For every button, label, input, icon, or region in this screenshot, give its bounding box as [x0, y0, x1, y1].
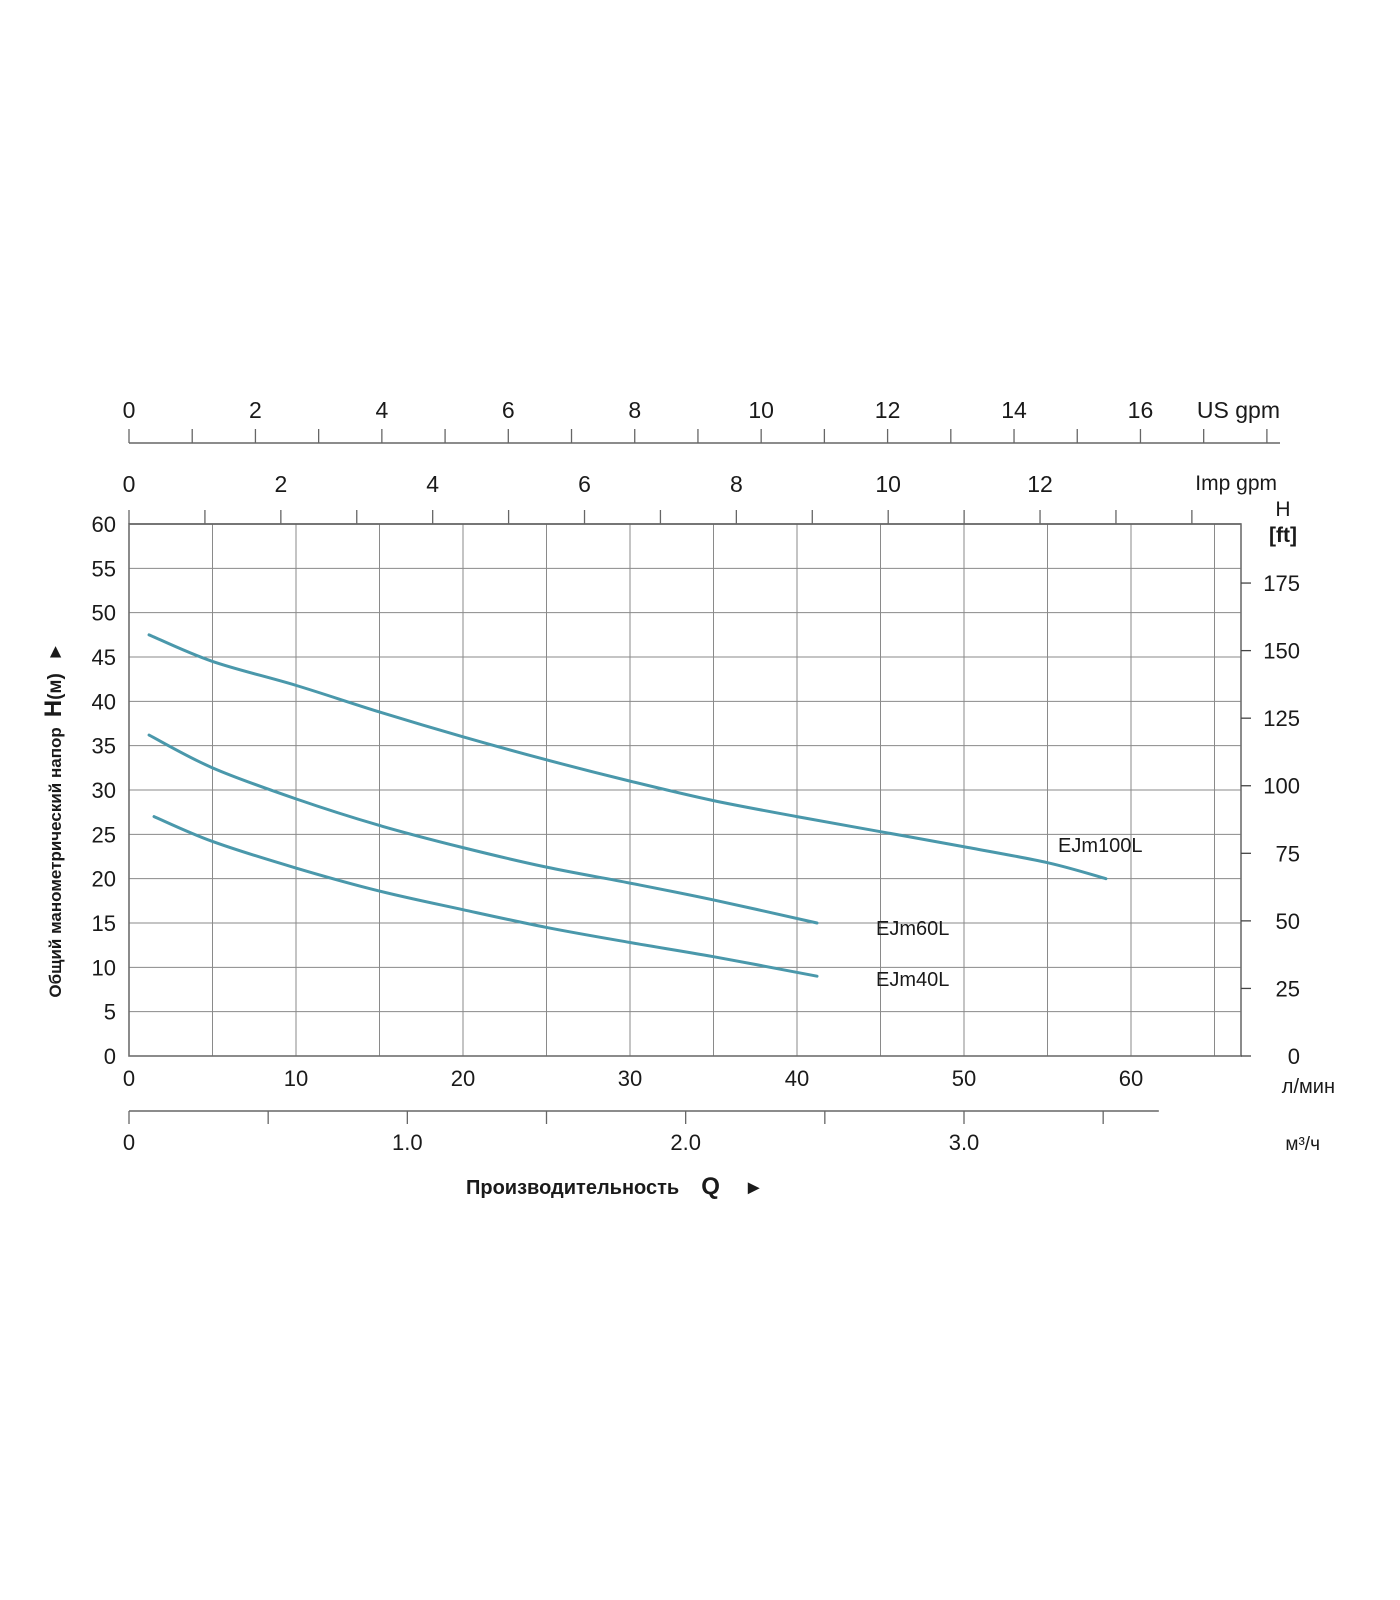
series-label-ejm60l: EJm60L [876, 918, 949, 940]
imp-gpm-tick-label: 6 [578, 471, 591, 497]
grid [128, 523, 1242, 1057]
y2-axis-unit: [ft] [1269, 524, 1297, 547]
imp-gpm-tick-label: 10 [875, 471, 901, 497]
x-tick-label: 0 [123, 1066, 135, 1091]
x-axis-title-arrow: ► [744, 1177, 764, 1199]
x-axis-unit: л/мин [1282, 1076, 1335, 1098]
imp-gpm-tick-label: 12 [1027, 471, 1053, 497]
y2-tick-label: 0 [1288, 1044, 1300, 1069]
x-axis-title: Производительность Q ► [466, 1173, 764, 1200]
us-gpm-tick-label: 4 [375, 397, 388, 423]
imp-gpm-tick-label: 0 [123, 471, 136, 497]
us-gpm-tick-label: 16 [1128, 397, 1154, 423]
y-tick-label: 55 [92, 556, 116, 581]
x-tick-label: 20 [451, 1066, 475, 1091]
us-gpm-tick-label: 12 [875, 397, 901, 423]
x-tick-label: 60 [1119, 1066, 1143, 1091]
y-tick-label: 20 [92, 867, 116, 892]
x-tick-label: 10 [284, 1066, 308, 1091]
y-axis-title-symbol: H [40, 700, 67, 717]
m3h-tick-label: 0 [123, 1130, 135, 1155]
imp-gpm-tick-label: 4 [426, 471, 439, 497]
y-tick-label: 5 [104, 1000, 116, 1025]
y-tick-label: 15 [92, 911, 116, 936]
x-tick-label: 30 [618, 1066, 642, 1091]
x-axis-title-symbol: Q [701, 1173, 720, 1200]
imp-gpm-tick-label: 2 [274, 471, 287, 497]
us-gpm-tick-label: 8 [628, 397, 641, 423]
y-tick-label: 0 [104, 1044, 116, 1069]
series-line-ejm40l [152, 815, 819, 978]
y-axis-title-text: Общий манометрический напор [46, 727, 65, 997]
y-tick-label: 35 [92, 734, 116, 759]
y-tick-label: 30 [92, 778, 116, 803]
x-tick-label: 50 [952, 1066, 976, 1091]
y2-tick-label: 75 [1276, 841, 1300, 866]
y-tick-label: 60 [92, 512, 116, 537]
y2-tick-label: 25 [1276, 976, 1300, 1001]
y2-tick-label: 100 [1263, 774, 1300, 799]
x-tick-label: 40 [785, 1066, 809, 1091]
series-lines [147, 633, 1108, 978]
y2-tick-label: 150 [1263, 639, 1300, 664]
y-axis-title-arrow: ► [45, 642, 66, 661]
y2-tick-label: 50 [1276, 909, 1300, 934]
y-tick-label: 50 [92, 601, 116, 626]
series-line-ejm60l [147, 733, 819, 925]
us-gpm-tick-label: 6 [502, 397, 515, 423]
us-gpm-tick-label: 10 [748, 397, 774, 423]
y-tick-label: 45 [92, 645, 116, 670]
axes: 0510152025303540455055600255075100125150… [92, 397, 1335, 1155]
series-label-ejm100l: EJm100L [1058, 835, 1143, 857]
y2-tick-label: 125 [1263, 706, 1300, 731]
m3h-tick-label: 2.0 [670, 1130, 701, 1155]
series-line-ejm100l [147, 633, 1108, 881]
m3h-tick-label: 3.0 [949, 1130, 980, 1155]
y-tick-label: 25 [92, 822, 116, 847]
us-gpm-tick-label: 2 [249, 397, 262, 423]
x-axis-title-text: Производительность [466, 1177, 679, 1199]
us-gpm-tick-label: 0 [123, 397, 136, 423]
y-axis-title-unit: (м) [45, 673, 66, 700]
y2-axis-title: H [1275, 498, 1290, 521]
y-tick-label: 10 [92, 955, 116, 980]
series-label-ejm40l: EJm40L [876, 969, 949, 991]
us-gpm-axis-unit: US gpm [1197, 397, 1280, 423]
us-gpm-tick-label: 14 [1001, 397, 1027, 423]
m3h-tick-label: 1.0 [392, 1130, 423, 1155]
y-tick-label: 40 [92, 689, 116, 714]
imp-gpm-tick-label: 8 [730, 471, 743, 497]
m3h-axis-unit: м³/ч [1285, 1134, 1320, 1155]
y-axis-title: Общий манометрический напор H(м) ► [40, 642, 67, 997]
y2-tick-label: 175 [1263, 571, 1300, 596]
imp-gpm-axis-unit: Imp gpm [1195, 472, 1277, 495]
